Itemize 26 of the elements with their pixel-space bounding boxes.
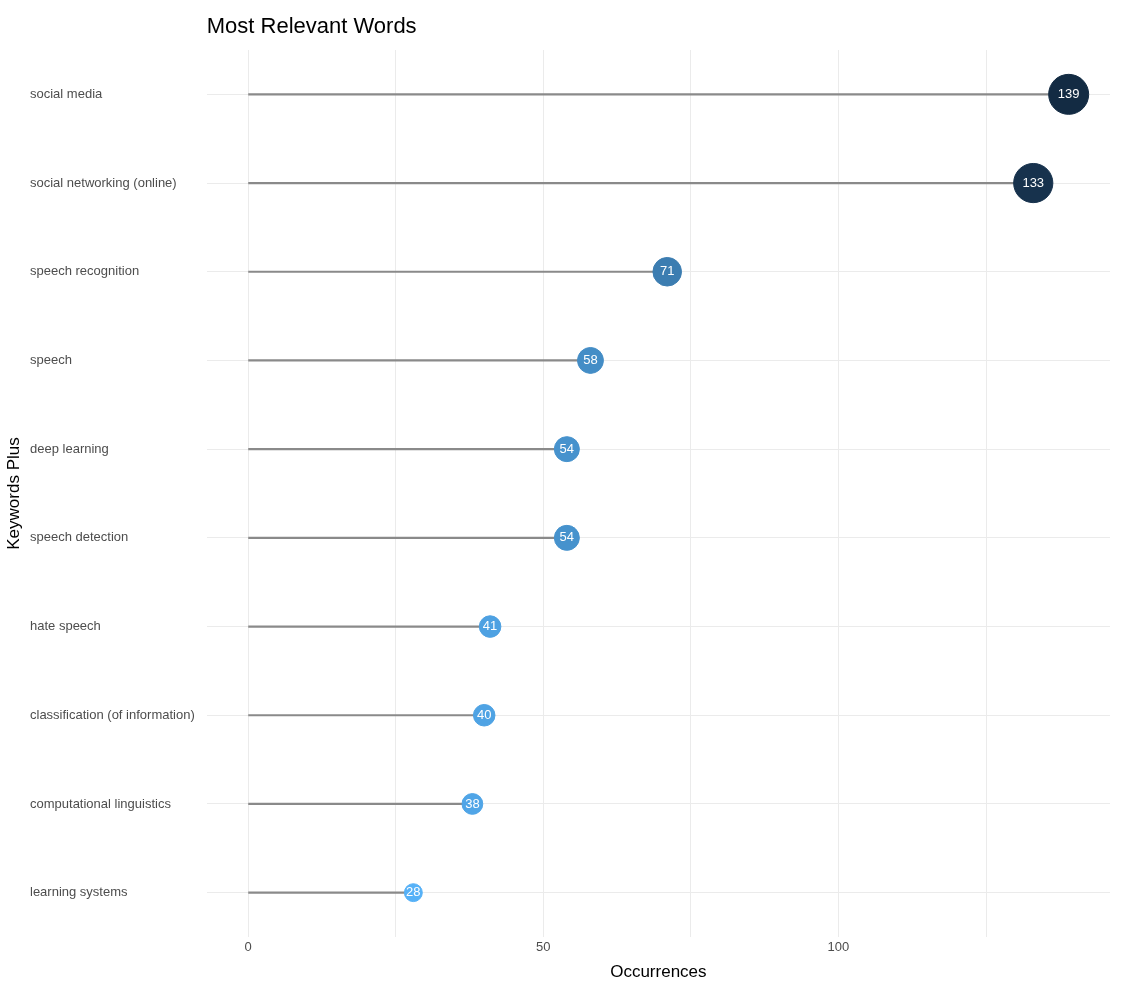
y-tick-label: social media (30, 85, 104, 101)
y-tick-label: learning systems (30, 884, 129, 900)
y-tick-label: speech (30, 352, 72, 368)
y-tick-label: social networking (online) (30, 174, 177, 190)
chart-title: Most Relevant Words (206, 13, 417, 39)
data-label: 41 (482, 618, 498, 634)
y-axis-title: Keywords Plus (3, 437, 23, 550)
data-label: 139 (1057, 85, 1080, 101)
x-tick-label: 50 (536, 939, 551, 955)
x-tick-label: 100 (827, 939, 850, 955)
y-tick-label: hate speech (30, 618, 101, 634)
data-label: 58 (583, 352, 598, 368)
x-axis-title: Occurrences (610, 962, 707, 982)
y-tick-label: classification (of information) (30, 706, 195, 722)
data-label: 54 (559, 529, 575, 545)
data-label: 71 (659, 263, 675, 279)
data-label: 40 (476, 706, 492, 722)
y-tick-label: computational linguistics (30, 795, 172, 811)
x-tick-label: 0 (244, 939, 252, 955)
data-label: 54 (559, 440, 575, 456)
data-label: 133 (1022, 174, 1045, 190)
y-tick-label: deep learning (30, 440, 109, 456)
y-tick-label: speech detection (30, 529, 129, 545)
data-label: 38 (465, 795, 480, 811)
data-label: 28 (406, 884, 421, 900)
y-tick-label: speech recognition (30, 263, 140, 279)
